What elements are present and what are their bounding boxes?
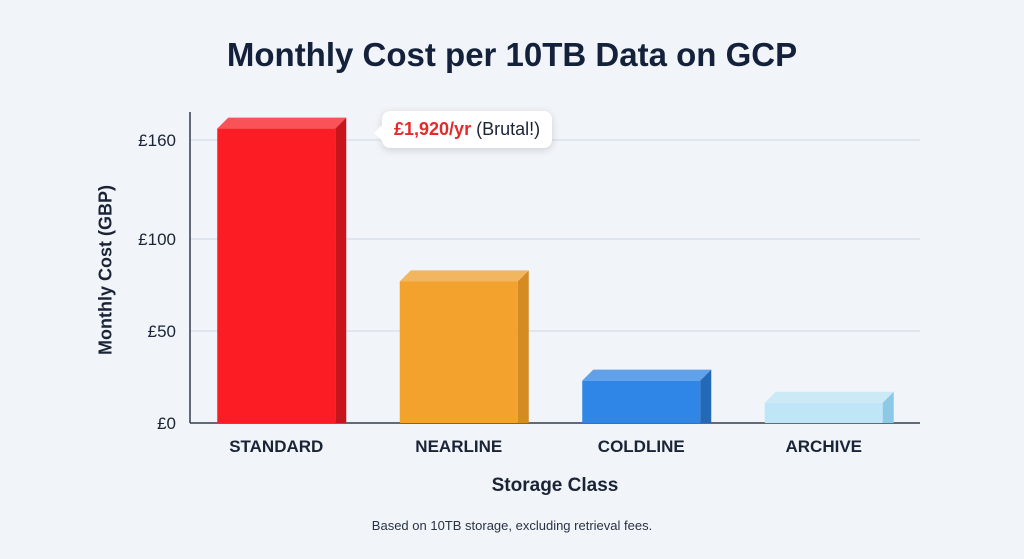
y-tick-label: £100 bbox=[138, 230, 176, 249]
bar-top bbox=[582, 369, 712, 381]
bar-top bbox=[764, 391, 894, 403]
y-axis-label: Monthly Cost (GBP) bbox=[95, 185, 116, 355]
bar-side bbox=[700, 369, 712, 423]
x-tick-label: NEARLINE bbox=[415, 437, 502, 456]
y-tick-label: £50 bbox=[148, 322, 176, 341]
x-axis-label: Storage Class bbox=[491, 475, 619, 496]
bar-side bbox=[882, 391, 894, 423]
bar-standard bbox=[217, 128, 336, 423]
bar-coldline bbox=[582, 380, 701, 423]
bar-top bbox=[217, 117, 347, 129]
bar-top bbox=[399, 270, 529, 282]
footnote: Based on 10TB storage, excluding retriev… bbox=[371, 518, 653, 533]
x-tick-label: STANDARD bbox=[229, 437, 323, 456]
bar-side bbox=[335, 117, 347, 423]
x-tick-label: ARCHIVE bbox=[785, 437, 862, 456]
bar-archive bbox=[764, 402, 883, 423]
annotation-text: (Brutal!) bbox=[476, 119, 541, 139]
x-tick-label: COLDLINE bbox=[598, 437, 685, 456]
bar-side bbox=[517, 270, 529, 423]
annotation-callout: £1,920/yr (Brutal!) bbox=[373, 111, 553, 148]
chart-title: Monthly Cost per 10TB Data on GCP bbox=[226, 36, 798, 73]
y-tick-label: £0 bbox=[157, 414, 176, 433]
bar-nearline bbox=[399, 281, 518, 423]
y-tick-label: £160 bbox=[138, 131, 176, 150]
annotation-highlight: £1,920/yr bbox=[394, 119, 472, 139]
